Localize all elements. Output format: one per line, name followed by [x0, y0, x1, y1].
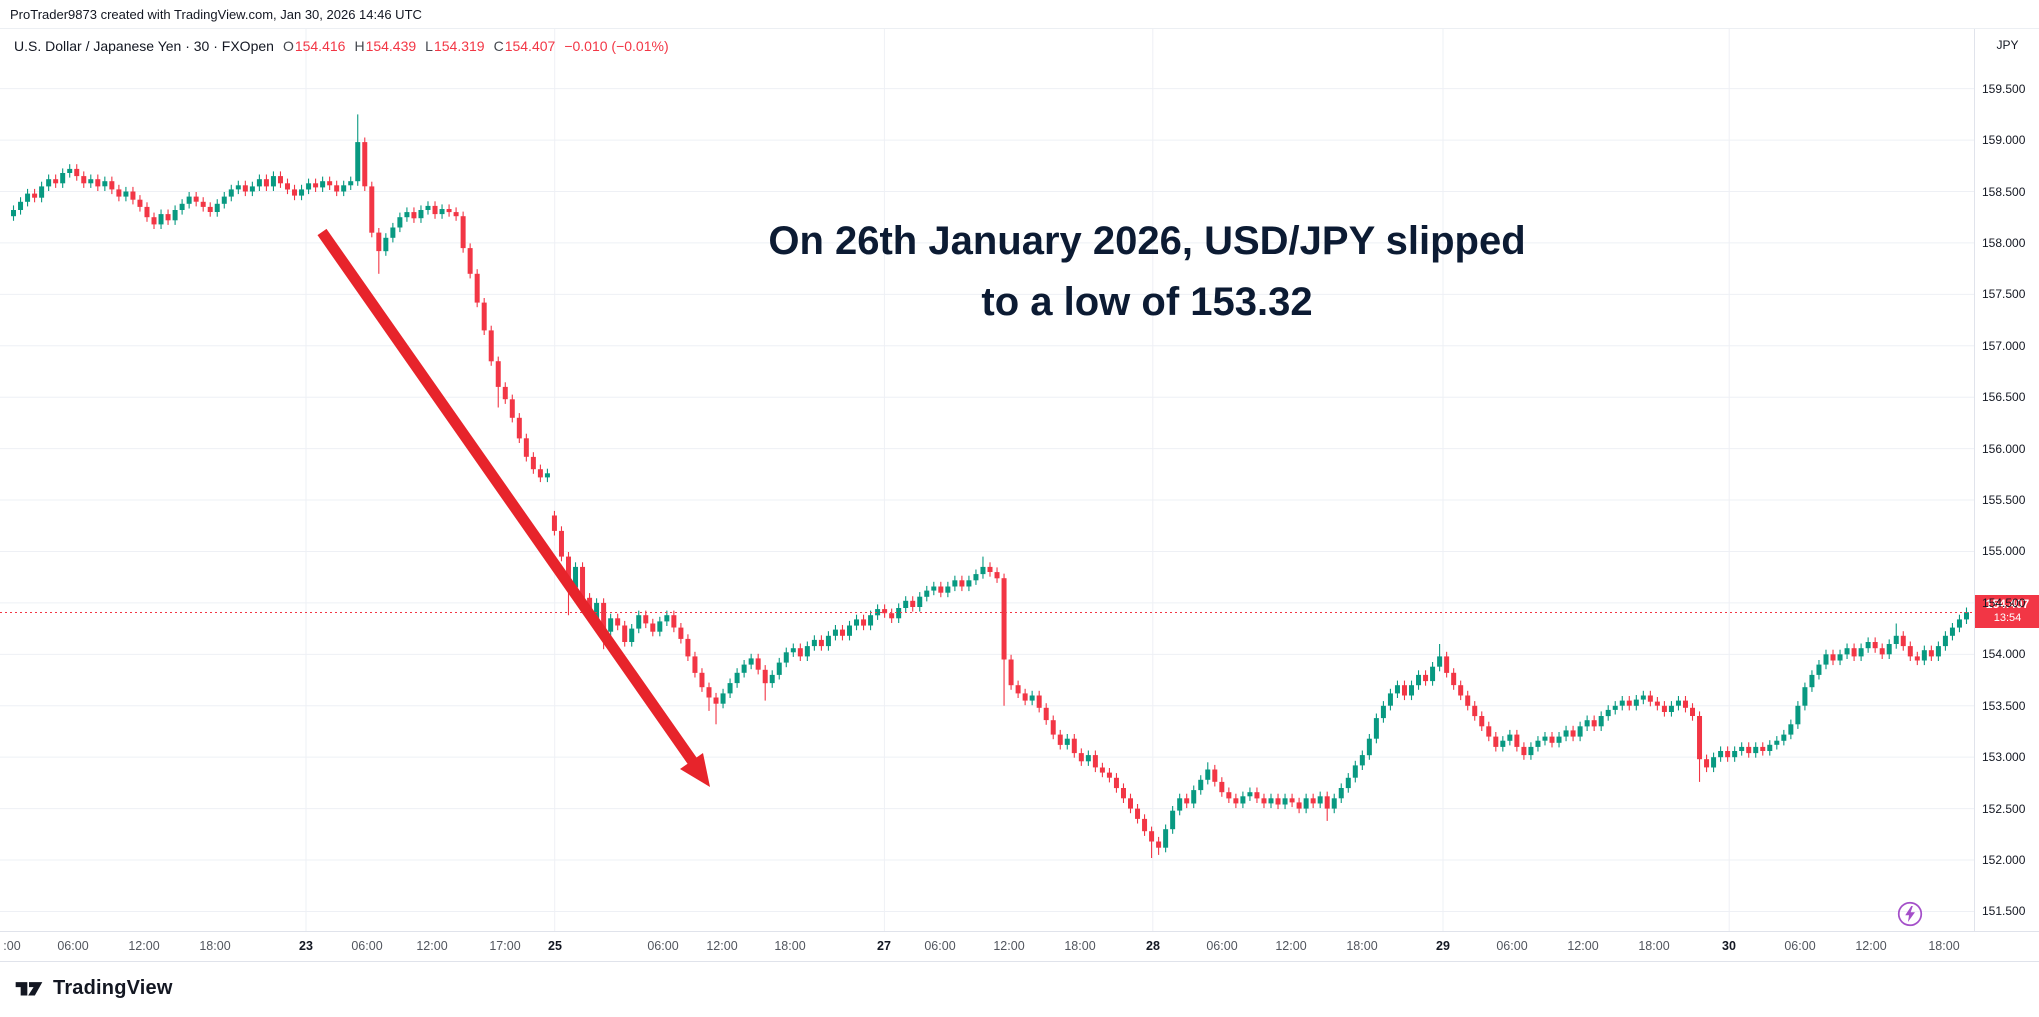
price-axis-label: 152.500: [1982, 802, 2026, 816]
time-axis-day-label: 28: [1146, 939, 1160, 953]
time-axis-label: 06:00: [924, 939, 956, 953]
time-axis-day-label: 27: [877, 939, 891, 953]
time-axis-label: 12:00: [706, 939, 738, 953]
time-axis-label: 06:00: [1784, 939, 1816, 953]
badge-price: 154.407: [1985, 597, 2030, 611]
price-axis-label: 154.500: [1982, 596, 2026, 610]
chart-legend: U.S. Dollar / Japanese Yen · 30 · FXOpen…: [14, 38, 669, 54]
time-axis-label: 18:00: [199, 939, 231, 953]
candlestick-chart[interactable]: [0, 29, 1974, 931]
annotation-line-1: On 26th January 2026, USD/JPY slipped: [768, 219, 1526, 263]
tradingview-logo-icon[interactable]: [14, 976, 44, 1000]
arrow-annotation: [317, 228, 710, 787]
time-axis-day-label: 30: [1722, 939, 1736, 953]
time-axis-label: 18:00: [774, 939, 806, 953]
price-axis-label: 159.500: [1982, 82, 2026, 96]
time-axis-label: :00: [3, 939, 21, 953]
high-label: H: [354, 38, 365, 54]
close-value: 154.407: [504, 38, 556, 54]
lightning-icon: [1897, 901, 1923, 927]
time-axis-day-label: 25: [548, 939, 562, 953]
price-axis-label: 154.000: [1982, 647, 2026, 661]
time-axis-label: 06:00: [1496, 939, 1528, 953]
price-axis-label: 158.500: [1982, 185, 2026, 199]
chart-frame: U.S. Dollar / Japanese Yen · 30 · FXOpen…: [0, 28, 2039, 962]
annotation-text: On 26th January 2026, USD/JPY slipped to…: [597, 211, 1697, 333]
price-axis-label: 153.000: [1982, 750, 2026, 764]
price-axis-label: 152.000: [1982, 853, 2026, 867]
time-axis-label: 06:00: [1206, 939, 1238, 953]
footer: TradingView: [14, 976, 173, 1000]
time-axis-label: 12:00: [128, 939, 160, 953]
time-axis-label: 17:00: [489, 939, 521, 953]
time-axis-label: 06:00: [647, 939, 679, 953]
time-axis-label: 18:00: [1928, 939, 1960, 953]
time-axis-label: 12:00: [416, 939, 448, 953]
open-value: 154.416: [294, 38, 346, 54]
high-value: 154.439: [365, 38, 417, 54]
price-axis-label: 155.500: [1982, 493, 2026, 507]
time-axis-label: 18:00: [1346, 939, 1378, 953]
price-axis-label: 153.500: [1982, 699, 2026, 713]
time-axis-label: 18:00: [1064, 939, 1096, 953]
time-axis-label: 06:00: [351, 939, 383, 953]
price-axis-label: 159.000: [1982, 133, 2026, 147]
price-axis-label: 151.500: [1982, 904, 2026, 918]
candles: [11, 114, 1969, 858]
time-axis[interactable]: :00 06:00 12:00 18:00 23 06:00 12:00 17:00 25 06:…: [0, 931, 2039, 962]
last-price-badge: 154.407 13:54: [1975, 595, 2039, 628]
change-value: −0.010 (−0.01%): [564, 38, 669, 54]
price-axis-label: 156.500: [1982, 390, 2026, 404]
time-axis-label: 12:00: [1567, 939, 1599, 953]
badge-countdown: 13:54: [1993, 612, 2022, 624]
attribution-bar: ProTrader9873 created with TradingView.c…: [10, 7, 422, 22]
time-axis-day-label: 23: [299, 939, 313, 953]
low-value: 154.319: [433, 38, 485, 54]
price-axis-label: 155.000: [1982, 544, 2026, 558]
symbol-title[interactable]: U.S. Dollar / Japanese Yen · 30 · FXOpen: [14, 38, 274, 54]
tradingview-wordmark[interactable]: TradingView: [53, 976, 173, 999]
price-axis[interactable]: JPY 154.407 13:54 159.500 159.000 158.500 1…: [1974, 29, 2039, 931]
price-axis-label: 158.000: [1982, 236, 2026, 250]
price-axis-label: 157.500: [1982, 287, 2026, 301]
time-axis-label: 12:00: [993, 939, 1025, 953]
time-axis-label: 12:00: [1275, 939, 1307, 953]
annotation-line-2: to a low of 153.32: [981, 280, 1313, 324]
time-axis-label: 18:00: [1638, 939, 1670, 953]
low-label: L: [425, 38, 433, 54]
price-axis-label: 156.000: [1982, 442, 2026, 456]
time-axis-label: 12:00: [1855, 939, 1887, 953]
close-label: C: [493, 38, 504, 54]
open-label: O: [282, 38, 294, 54]
time-axis-label: 06:00: [57, 939, 89, 953]
currency-label: JPY: [1996, 38, 2019, 52]
grid: [0, 29, 1974, 931]
time-axis-day-label: 29: [1436, 939, 1450, 953]
price-axis-label: 157.000: [1982, 339, 2026, 353]
